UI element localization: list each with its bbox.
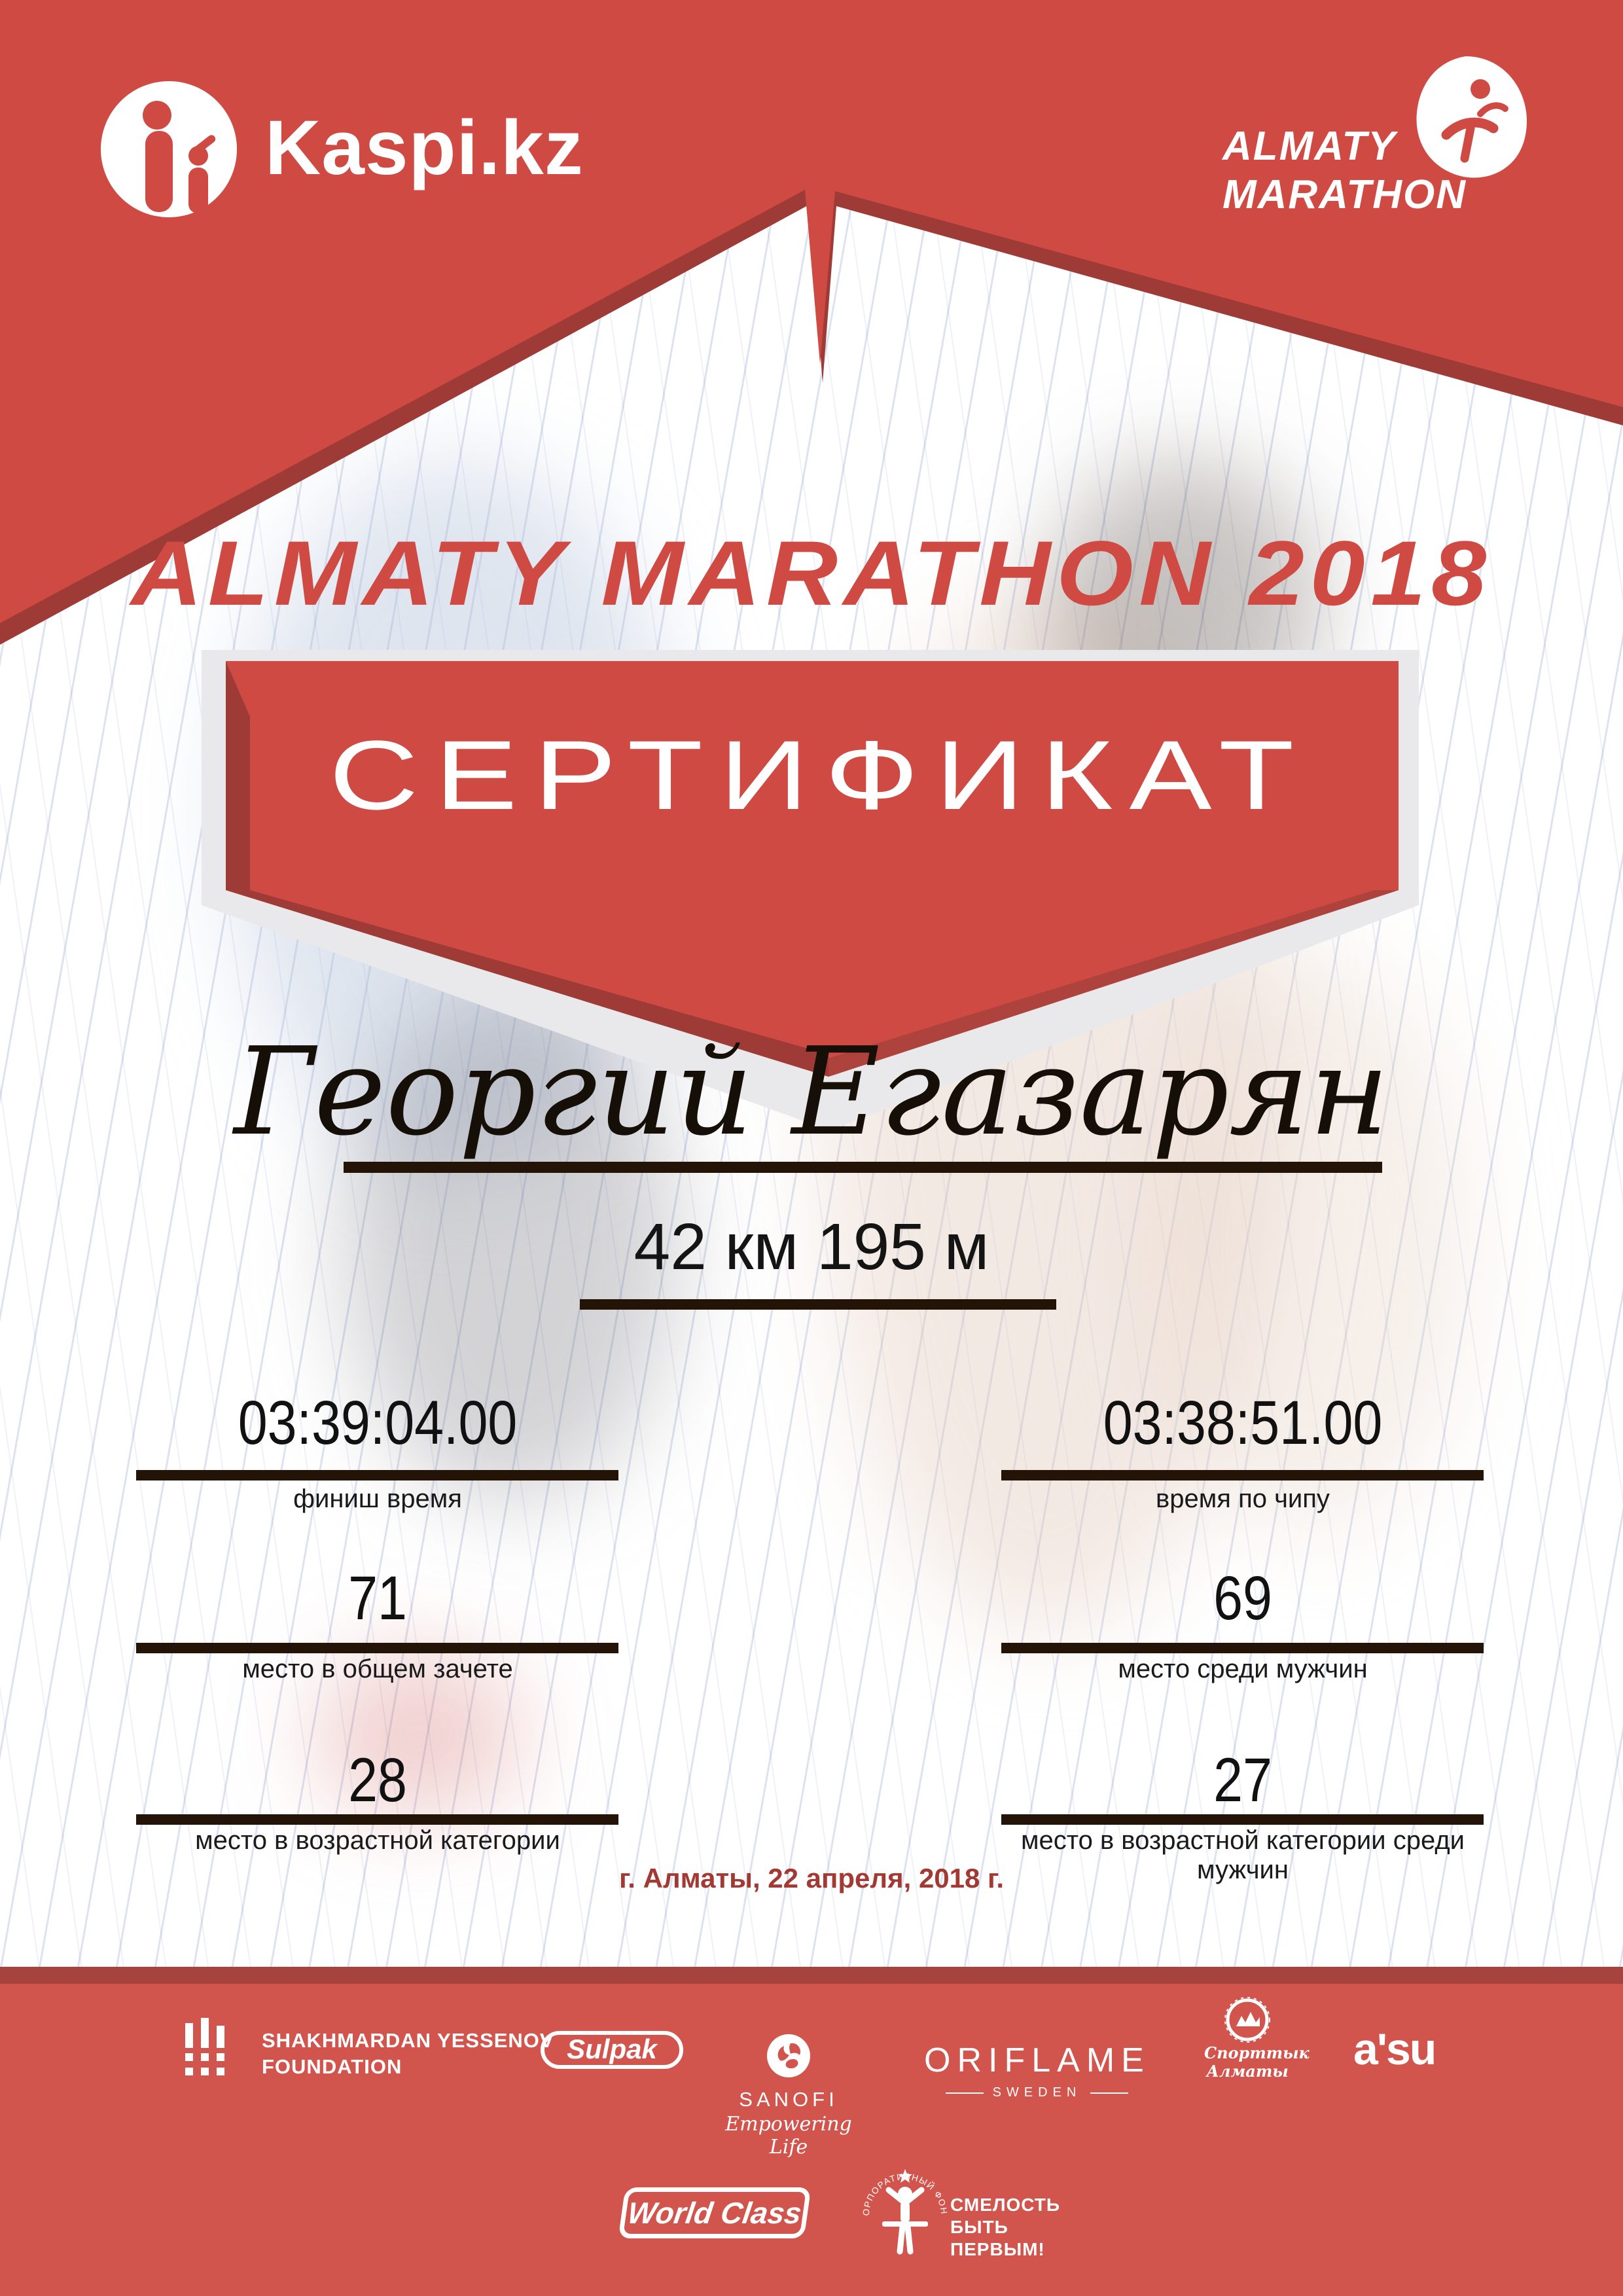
slogan-line2: БЫТЬ <box>950 2217 1008 2237</box>
oriflame-rule-right <box>1090 2092 1129 2094</box>
chip-time-label: время по чипу <box>1156 1484 1330 1513</box>
sport-almaty-line1: Спорттык <box>1204 2043 1310 2062</box>
corporate-fund-slogan: СМЕЛОСТЬ БЫТЬ ПЕРВЫМ! <box>950 2194 1060 2261</box>
oriflame-country-row: SWEDEN <box>924 2085 1150 2100</box>
overall-place-underline <box>136 1643 618 1653</box>
world-class-logo: World Class <box>618 2187 812 2238</box>
sulpak-logo: Sulpak <box>541 2031 683 2069</box>
age-place-value: 28 <box>348 1746 407 1815</box>
yessenov-line2: FOUNDATION <box>262 2055 402 2078</box>
ribbon-fold-bottom-left <box>226 890 829 1077</box>
date-location-line: г. Алматы, 22 апреля, 2018 г. <box>619 1863 1004 1893</box>
almaty-logo-line2: MARATHON <box>1222 172 1467 217</box>
slogan-line3: ПЕРВЫМ! <box>950 2239 1045 2259</box>
sanofi-name: SANOFI <box>739 2088 838 2111</box>
age-place-underline <box>136 1814 618 1825</box>
oriflame-name: ORIFLAME <box>924 2041 1150 2079</box>
ribbon-fold-left <box>226 661 250 890</box>
yessenov-foundation-text: SHAKHMARDAN YESSENOV FOUNDATION <box>262 2028 554 2080</box>
ribbon-fold-bottom-right <box>829 890 1399 1077</box>
photo-blob <box>340 982 681 1505</box>
distance-underline <box>580 1299 1056 1310</box>
header-banner-face <box>0 0 1623 623</box>
certificate-ribbon <box>202 650 1419 1130</box>
gender-place-label: место среди мужчин <box>1118 1655 1368 1683</box>
distance-text: 42 км 195 м <box>633 1210 990 1283</box>
chip-time-value: 03:38:51.00 <box>1103 1388 1383 1458</box>
name-underline <box>344 1162 1382 1173</box>
slogan-line1: СМЕЛОСТЬ <box>950 2195 1061 2215</box>
finish-time-label: финиш время <box>293 1484 462 1513</box>
overall-place-value: 71 <box>348 1564 407 1633</box>
corporate-fund-star <box>898 2169 912 2183</box>
yessenov-line1: SHAKHMARDAN YESSENOV <box>262 2029 554 2052</box>
gender-place-underline <box>1001 1643 1484 1653</box>
finish-time-value: 03:39:04.00 <box>238 1388 518 1458</box>
header-banner <box>0 0 1623 645</box>
footer-band <box>0 1984 1623 2296</box>
photo-blob <box>1145 949 1472 1538</box>
sanofi-tagline: Empowering Life <box>725 2113 852 2159</box>
chip-time-underline <box>1001 1470 1484 1480</box>
finish-time-underline <box>136 1470 618 1480</box>
oriflame-rule-left <box>945 2092 984 2094</box>
age-gender-place-underline <box>1001 1814 1484 1825</box>
almaty-marathon-logo-icon <box>1416 56 1527 178</box>
event-title: ALMATY MARATHON 2018 <box>131 522 1492 624</box>
age-gender-place-value: 27 <box>1213 1746 1272 1815</box>
age-place-label: место в возрастной категории <box>195 1826 560 1855</box>
sport-almaty-line2: Алматы <box>1206 2062 1289 2081</box>
sport-almaty-icon <box>1224 1997 1270 2043</box>
overall-place-label: место в общем зачете <box>242 1655 513 1683</box>
yessenov-foundation-icon <box>185 2018 224 2075</box>
almaty-logo-line1: ALMATY <box>1222 124 1397 169</box>
participant-name: Георгий Егазарян <box>234 1021 1389 1162</box>
age-gender-place-label: место в возрастной категории среди мужчи… <box>1020 1826 1465 1884</box>
certificate-label: СЕРТИФИКАТ <box>329 720 1311 830</box>
footer-accent-strip <box>0 1967 1623 1984</box>
photo-blob <box>314 1649 524 1820</box>
kaspi-logo-icon <box>101 81 237 217</box>
gender-place-value: 69 <box>1213 1564 1272 1633</box>
kaspi-logo-text: Kaspi.kz <box>265 105 584 191</box>
sanofi-icon <box>767 2034 810 2077</box>
asu-logo: a'su <box>1353 2024 1436 2074</box>
corporate-fund-icon: КОРПОРАТИВНЫЙ ФОНД <box>863 2153 948 2255</box>
oriflame-country: SWEDEN <box>992 2085 1082 2100</box>
